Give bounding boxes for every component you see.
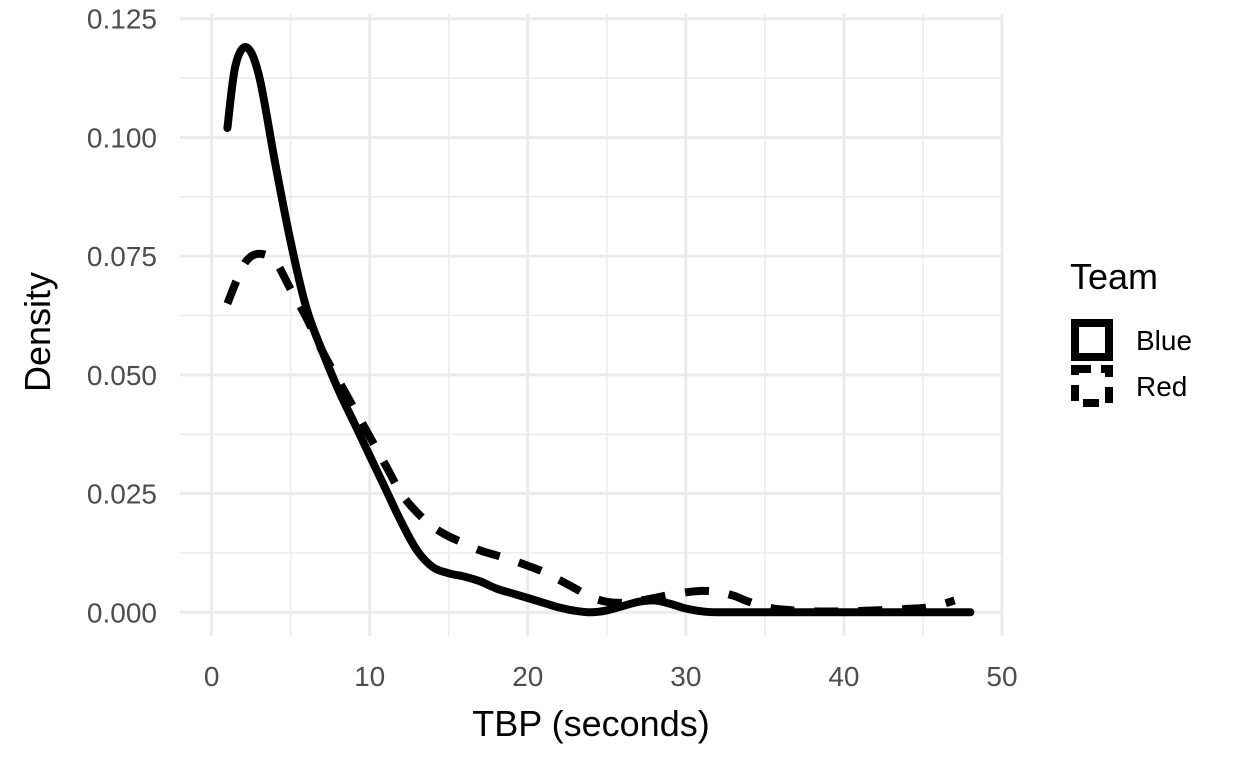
- legend-items: Blue Red: [1071, 319, 1192, 407]
- y-tick-label: 0.000: [87, 597, 157, 628]
- series-line-blue: [223, 43, 975, 617]
- x-tick-label: 50: [986, 661, 1017, 692]
- x-tick-label: 40: [828, 661, 859, 692]
- plot-grid: [180, 14, 1004, 636]
- legend-key-red: [1071, 365, 1113, 407]
- legend-label-red: Red: [1136, 371, 1187, 402]
- y-tick-label: 0.050: [87, 360, 157, 391]
- legend: Team Blue Red: [1070, 256, 1192, 407]
- y-tick-label: 0.025: [87, 479, 157, 510]
- x-axis-title: TBP (seconds): [472, 703, 709, 744]
- y-axis-title: Density: [17, 272, 58, 392]
- legend-title: Team: [1070, 256, 1158, 297]
- series-line-red: [223, 249, 956, 616]
- x-tick-label: 30: [670, 661, 701, 692]
- legend-key-blue: [1071, 319, 1113, 361]
- y-tick-label: 0.125: [87, 4, 157, 35]
- x-tick-label: 20: [512, 661, 543, 692]
- y-tick-label: 0.075: [87, 241, 157, 272]
- x-axis-ticks: 0 10 20 30 40 50: [204, 661, 1018, 692]
- series-layer: [223, 43, 975, 617]
- y-axis-ticks: 0.000 0.025 0.050 0.075 0.100 0.125: [87, 4, 157, 629]
- x-tick-label: 0: [204, 661, 220, 692]
- x-tick-label: 10: [354, 661, 385, 692]
- y-tick-label: 0.100: [87, 122, 157, 153]
- legend-label-blue: Blue: [1136, 325, 1192, 356]
